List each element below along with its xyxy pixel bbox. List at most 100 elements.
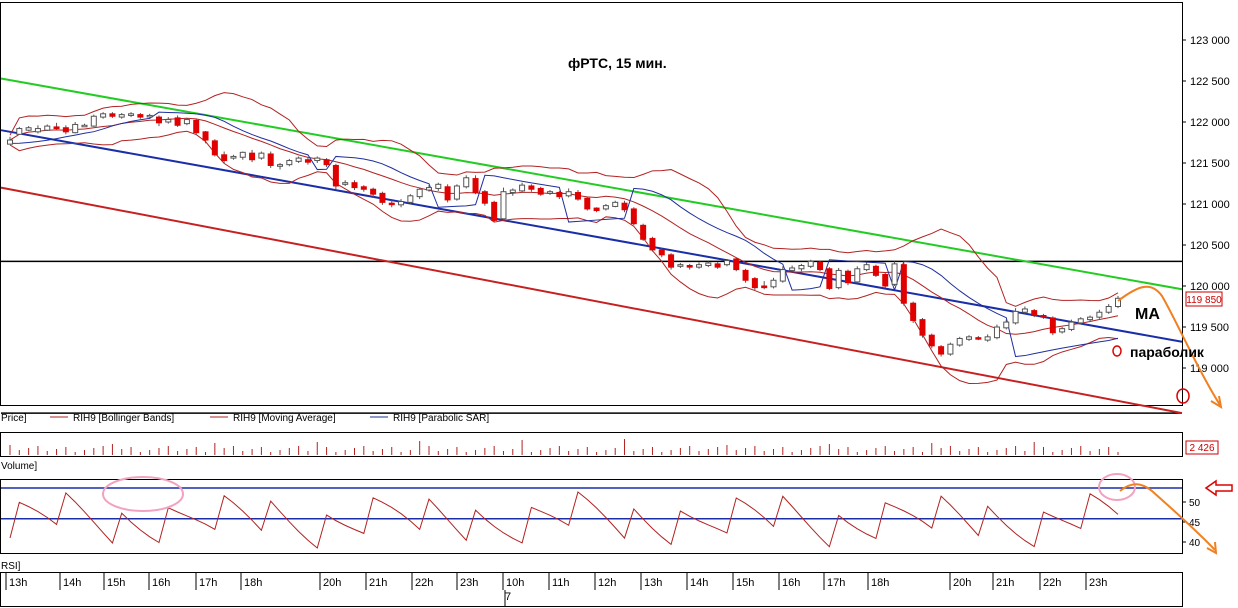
- annotations: MA параболик: [102, 285, 1233, 555]
- rsi-panel: [0, 479, 1183, 554]
- candle-body: [556, 192, 563, 198]
- rsi-forecast-curve: [1119, 483, 1216, 551]
- price-tick-label: 120 000: [1190, 281, 1230, 293]
- candle-body: [230, 155, 237, 159]
- candle-body: [202, 131, 209, 141]
- candle-body: [1003, 321, 1010, 329]
- price-tick-label: 119 500: [1190, 322, 1229, 334]
- time-tick-label: 20h: [323, 577, 341, 589]
- time-tick-label: 22h: [415, 577, 433, 589]
- time-axis: [0, 572, 1183, 607]
- rsi-tick-label: 50: [1189, 498, 1201, 509]
- candle-body: [277, 164, 284, 167]
- time-tick-label: 21h: [996, 577, 1014, 589]
- candle-body: [956, 337, 963, 346]
- time-tick-label: 21h: [369, 577, 387, 589]
- time-tick-label: 23h: [460, 577, 478, 589]
- candle-body: [742, 269, 749, 281]
- candle-body: [574, 192, 581, 200]
- candle-body: [817, 261, 824, 271]
- candle-body: [705, 262, 712, 267]
- trend-line-green: [0, 77, 1183, 291]
- candle-body: [1096, 311, 1103, 318]
- rsi-left-highlight: [102, 476, 184, 512]
- candle-body: [174, 117, 181, 126]
- time-tick-label: 17h: [199, 577, 217, 589]
- indicator-lines: [9, 92, 1119, 384]
- candle-body: [1059, 328, 1066, 333]
- candle-body: [1068, 321, 1075, 330]
- candle-body: [649, 237, 656, 251]
- candle-body: [1031, 310, 1038, 317]
- time-tick-label: 11h: [552, 577, 570, 589]
- candle-body: [7, 139, 13, 145]
- candle-body: [379, 192, 386, 203]
- parabolic-marker: [1112, 345, 1122, 357]
- candle-body: [751, 278, 758, 289]
- time-tick-label: 17h: [827, 577, 845, 589]
- candle-body: [947, 343, 954, 355]
- candle-body: [779, 269, 786, 282]
- time-tick-label: 14h: [63, 577, 81, 589]
- candle-body: [835, 269, 842, 289]
- candle-body: [761, 285, 768, 289]
- candle-body: [807, 260, 814, 267]
- legend-moving-average: RIH9 [Moving Average]: [233, 413, 336, 424]
- legend-price: Price]: [1, 413, 27, 424]
- rsi-tick-label: 40: [1189, 538, 1201, 549]
- time-tick-label: 12h: [598, 577, 616, 589]
- candle-body: [444, 186, 451, 201]
- candle-body: [621, 202, 628, 211]
- candle-body: [919, 319, 926, 336]
- candle-body: [193, 119, 200, 134]
- candle-body: [258, 152, 265, 159]
- candle-body: [500, 191, 507, 220]
- rsi-axis: 50 45 40: [1182, 498, 1201, 549]
- candle-body: [509, 189, 516, 194]
- candle-body: [109, 113, 116, 117]
- candle-body: [993, 326, 1000, 339]
- bollinger-lower: [9, 130, 1119, 384]
- trend-line-red: [0, 186, 1183, 415]
- candle-body: [165, 119, 172, 123]
- candle-body: [137, 114, 144, 118]
- candle-body: [249, 152, 256, 161]
- candle-body: [733, 258, 740, 271]
- candle-body: [1077, 318, 1084, 324]
- parabolic-label: параболик: [1130, 344, 1205, 360]
- candle-body: [798, 265, 805, 270]
- trend-line-blue: [0, 129, 1183, 343]
- rsi-plot: [1, 487, 1182, 549]
- candle-body: [425, 187, 432, 191]
- panel-frames: [0, 2, 1183, 607]
- candle-body: [975, 337, 982, 340]
- candle-body: [72, 123, 79, 134]
- volume-last-label: 2 426: [1189, 443, 1214, 454]
- candle-body: [900, 264, 907, 304]
- time-tick-label: 22h: [1043, 577, 1061, 589]
- candle-body: [435, 183, 442, 189]
- candle-body: [882, 274, 889, 287]
- candle-body: [770, 279, 777, 288]
- candle-body: [1087, 316, 1094, 321]
- candle-body: [100, 113, 107, 118]
- candle-body: [640, 224, 647, 240]
- candle-body: [491, 201, 498, 221]
- candle-body: [966, 336, 973, 340]
- candle-body: [34, 128, 41, 133]
- candle-body: [463, 177, 470, 188]
- candle-body: [1021, 308, 1028, 313]
- candle-body: [547, 191, 554, 194]
- time-tick-label: 13h: [644, 577, 662, 589]
- rsi-level-arrow-icon: [1204, 479, 1233, 497]
- candle-body: [938, 346, 945, 355]
- time-tick-label: 10h: [506, 577, 524, 589]
- candle-body: [612, 201, 619, 207]
- time-tick-label: 20h: [953, 577, 971, 589]
- candle-body: [221, 154, 228, 162]
- candle-body: [863, 264, 870, 271]
- moving-average-line: [9, 117, 1119, 335]
- candle-body: [155, 116, 162, 124]
- candle-body: [1115, 297, 1121, 307]
- candle-body: [1105, 306, 1112, 313]
